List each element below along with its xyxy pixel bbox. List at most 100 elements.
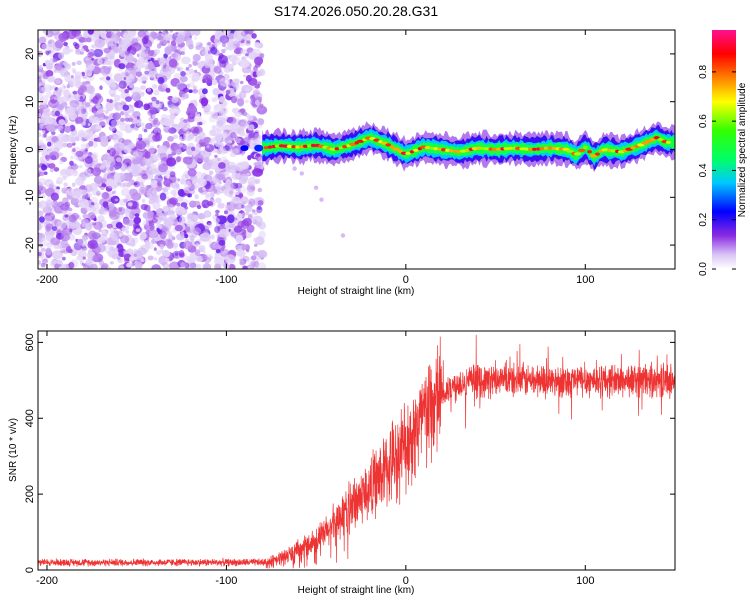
noise-blob [38, 86, 46, 96]
noise-blob [40, 247, 46, 252]
noise-blob [129, 73, 134, 79]
noise-blob [52, 184, 57, 190]
signal-core [441, 148, 446, 152]
noise-blob [200, 47, 204, 51]
noise-blob [109, 261, 114, 265]
noise-blob [239, 59, 250, 68]
noise-blob [39, 97, 44, 102]
noise-blob [72, 90, 77, 95]
noise-blob [202, 74, 213, 84]
noise-blob [138, 56, 145, 63]
noise-blob [154, 49, 160, 55]
noise-blob [145, 31, 150, 36]
noise-blob [187, 69, 192, 75]
spectrogram-y-label: Frequency (Hz) [8, 116, 19, 185]
noise-blob [170, 189, 177, 195]
signal-core [405, 151, 411, 155]
snr-plot-area [38, 331, 675, 570]
noise-blob [118, 207, 123, 212]
noise-blob [91, 202, 95, 206]
noise-blob [246, 40, 251, 44]
noise-blob [242, 218, 252, 226]
y-tick-label: 600 [24, 333, 36, 351]
noise-blob [254, 99, 260, 106]
noise-blob [38, 173, 41, 177]
noise-blob [109, 227, 115, 233]
noise-blob [60, 247, 64, 251]
noise-blob [126, 166, 133, 173]
noise-blob [140, 106, 145, 110]
noise-blob [138, 133, 143, 139]
noise-blob [247, 176, 257, 186]
noise-blob [238, 257, 244, 262]
noise-blob [187, 168, 197, 177]
noise-blob [38, 190, 42, 197]
noise-blob [81, 245, 88, 251]
noise-blob [313, 185, 319, 190]
noise-blob [159, 192, 167, 201]
noise-blob [162, 206, 169, 213]
noise-blob [153, 89, 160, 96]
noise-blob [76, 30, 82, 36]
noise-blob [122, 33, 129, 39]
noise-blob [116, 157, 122, 163]
noise-blob [106, 76, 111, 81]
noise-blob [54, 263, 60, 269]
noise-blob [119, 214, 124, 219]
noise-blob [92, 96, 99, 105]
noise-blob [235, 234, 244, 244]
noise-blob [176, 202, 181, 207]
signal-core [389, 145, 395, 149]
noise-blob [221, 223, 226, 227]
noise-blob [91, 152, 99, 160]
noise-blob [111, 43, 118, 51]
noise-blob [47, 141, 52, 147]
noise-blob [198, 245, 206, 252]
noise-blob [245, 87, 251, 92]
noise-blob [131, 42, 142, 52]
noise-blob [70, 75, 74, 79]
noise-blob [189, 81, 195, 89]
noise-blob [228, 165, 237, 174]
noise-blob [234, 196, 241, 202]
noise-blob [75, 116, 84, 124]
noise-blob [127, 202, 133, 207]
noise-blob [178, 46, 186, 53]
noise-blob [148, 70, 159, 79]
noise-blob [251, 33, 257, 39]
noise-blob [78, 216, 82, 221]
noise-blob [147, 145, 155, 154]
noise-blob [175, 148, 182, 155]
noise-blob [192, 227, 202, 235]
noise-blob [235, 191, 240, 195]
noise-blob [152, 153, 161, 162]
noise-blob [176, 196, 184, 202]
noise-blob [99, 85, 103, 90]
noise-blob [69, 131, 80, 141]
noise-blob [157, 76, 165, 85]
noise-blob [87, 212, 96, 220]
noise-blob [164, 250, 171, 258]
noise-blob [239, 108, 246, 114]
noise-blob [237, 97, 245, 107]
noise-blob [118, 63, 126, 70]
noise-blob [48, 153, 56, 160]
noise-blob [238, 204, 242, 209]
noise-blob [131, 168, 140, 177]
noise-blob [236, 248, 244, 257]
signal-core [587, 150, 592, 154]
noise-blob [180, 262, 186, 268]
noise-blob [134, 101, 140, 106]
noise-blob [61, 83, 65, 88]
noise-blob [114, 172, 121, 180]
noise-blob [230, 81, 236, 87]
noise-blob [143, 224, 149, 229]
noise-blob [195, 263, 202, 269]
noise-blob [124, 89, 129, 94]
noise-blob [258, 262, 266, 269]
noise-blob [108, 147, 116, 157]
noise-blob [40, 262, 46, 268]
noise-blob [231, 56, 241, 65]
noise-blob [259, 103, 264, 109]
